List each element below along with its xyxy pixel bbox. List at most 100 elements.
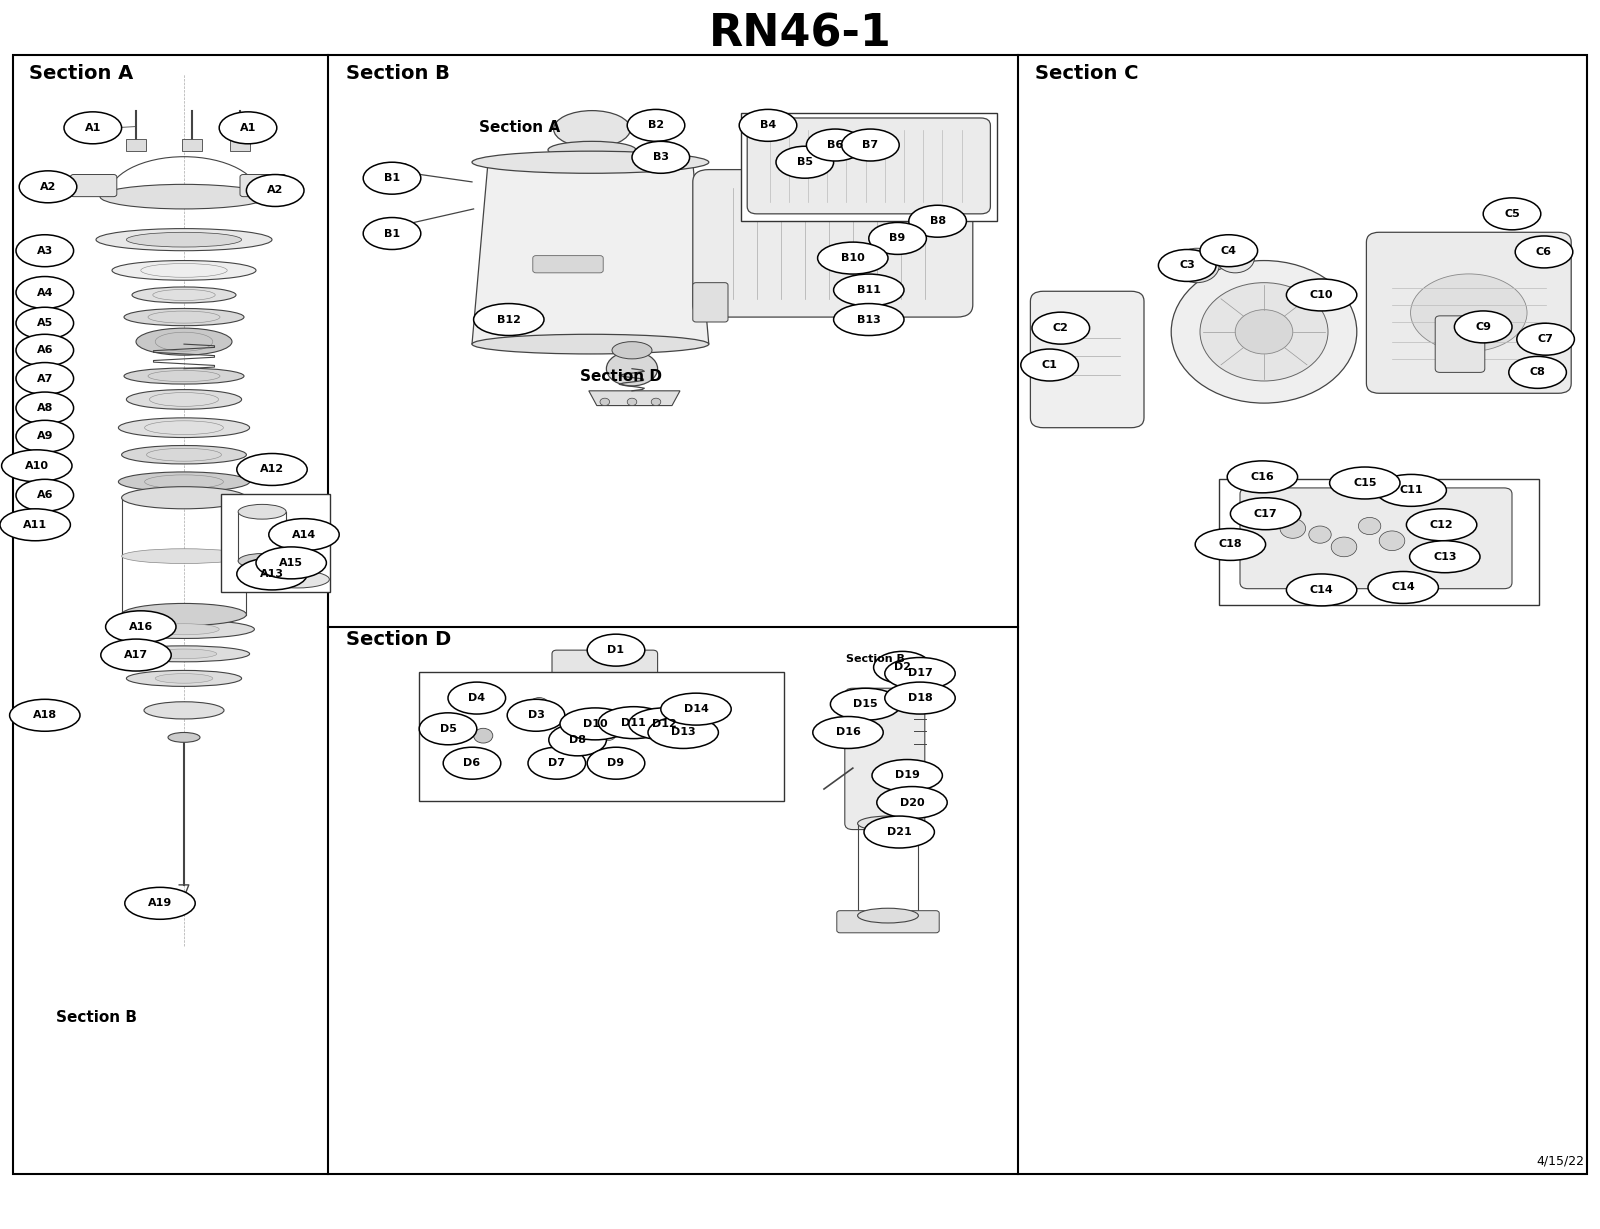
Ellipse shape: [627, 109, 685, 141]
Ellipse shape: [16, 420, 74, 452]
Ellipse shape: [112, 261, 256, 280]
Text: A1: A1: [85, 123, 101, 133]
Text: C17: C17: [1254, 509, 1277, 519]
Text: Section B: Section B: [56, 1010, 136, 1025]
Ellipse shape: [1286, 574, 1357, 606]
Ellipse shape: [842, 129, 899, 161]
Circle shape: [1309, 526, 1331, 543]
Text: C8: C8: [1530, 367, 1546, 377]
Text: B1: B1: [384, 173, 400, 183]
Ellipse shape: [237, 558, 307, 590]
Ellipse shape: [237, 454, 307, 485]
Text: A18: A18: [32, 710, 58, 720]
Circle shape: [1216, 243, 1254, 273]
Text: C6: C6: [1536, 247, 1552, 257]
Text: A8: A8: [37, 403, 53, 413]
Ellipse shape: [834, 274, 904, 306]
Ellipse shape: [101, 639, 171, 671]
Ellipse shape: [1230, 498, 1301, 530]
Text: D4: D4: [469, 693, 485, 703]
Ellipse shape: [874, 651, 931, 683]
Ellipse shape: [1411, 274, 1526, 351]
Ellipse shape: [1227, 461, 1298, 493]
Ellipse shape: [397, 221, 410, 234]
Text: Section D: Section D: [579, 369, 662, 383]
Ellipse shape: [99, 184, 269, 209]
Ellipse shape: [560, 708, 630, 740]
Text: D18: D18: [907, 693, 933, 703]
Ellipse shape: [629, 708, 699, 740]
FancyBboxPatch shape: [70, 175, 117, 197]
Ellipse shape: [10, 699, 80, 731]
Ellipse shape: [397, 163, 410, 176]
Ellipse shape: [1483, 198, 1541, 230]
FancyBboxPatch shape: [693, 170, 973, 317]
Ellipse shape: [64, 112, 122, 144]
Text: C18: C18: [1219, 540, 1242, 549]
Ellipse shape: [806, 129, 864, 161]
Ellipse shape: [147, 449, 221, 461]
Text: B5: B5: [797, 157, 813, 167]
Text: A4: A4: [37, 288, 53, 297]
Text: A11: A11: [22, 520, 48, 530]
Ellipse shape: [858, 816, 918, 831]
Text: C15: C15: [1354, 478, 1376, 488]
Ellipse shape: [16, 392, 74, 424]
Text: A19: A19: [147, 898, 173, 908]
Ellipse shape: [168, 732, 200, 742]
Ellipse shape: [830, 688, 901, 720]
Text: A7: A7: [37, 374, 53, 383]
Ellipse shape: [600, 398, 610, 406]
Ellipse shape: [448, 682, 506, 714]
Ellipse shape: [125, 887, 195, 919]
Ellipse shape: [547, 141, 637, 159]
Text: D21: D21: [886, 827, 912, 837]
Ellipse shape: [472, 151, 709, 173]
FancyBboxPatch shape: [1435, 316, 1485, 372]
Text: A2: A2: [267, 186, 283, 195]
Text: A6: A6: [37, 490, 53, 500]
Text: Section B: Section B: [346, 64, 450, 82]
Ellipse shape: [554, 111, 630, 147]
Text: Section A: Section A: [480, 120, 560, 135]
Text: B8: B8: [930, 216, 946, 226]
FancyBboxPatch shape: [747, 118, 990, 214]
Text: A3: A3: [37, 246, 53, 256]
Ellipse shape: [632, 141, 690, 173]
Ellipse shape: [776, 146, 834, 178]
Ellipse shape: [238, 553, 286, 568]
Text: A12: A12: [259, 465, 285, 474]
Circle shape: [568, 730, 584, 742]
Ellipse shape: [598, 707, 669, 739]
Ellipse shape: [885, 658, 955, 689]
Ellipse shape: [19, 171, 77, 203]
Ellipse shape: [131, 288, 237, 304]
Text: D5: D5: [440, 724, 456, 734]
Text: B11: B11: [858, 285, 880, 295]
Ellipse shape: [818, 242, 888, 274]
Text: Section D: Section D: [346, 630, 451, 649]
Ellipse shape: [562, 159, 622, 171]
Ellipse shape: [1286, 279, 1357, 311]
Ellipse shape: [122, 548, 246, 564]
Text: A17: A17: [123, 650, 149, 660]
Bar: [221, 494, 330, 592]
Ellipse shape: [114, 621, 254, 639]
Text: D3: D3: [528, 710, 544, 720]
Ellipse shape: [2, 450, 72, 482]
Bar: [419, 672, 784, 801]
Text: A6: A6: [37, 345, 53, 355]
Ellipse shape: [1406, 509, 1477, 541]
Ellipse shape: [125, 308, 243, 326]
Text: C9: C9: [1475, 322, 1491, 332]
Text: A13: A13: [259, 569, 285, 579]
Ellipse shape: [96, 229, 272, 251]
Text: C16: C16: [1251, 472, 1274, 482]
Text: Section B: Section B: [846, 654, 904, 664]
Text: A16: A16: [128, 622, 154, 632]
Text: B7: B7: [862, 140, 878, 150]
Ellipse shape: [256, 547, 326, 579]
Ellipse shape: [549, 724, 606, 756]
Circle shape: [1171, 261, 1357, 403]
Text: B13: B13: [858, 315, 880, 324]
